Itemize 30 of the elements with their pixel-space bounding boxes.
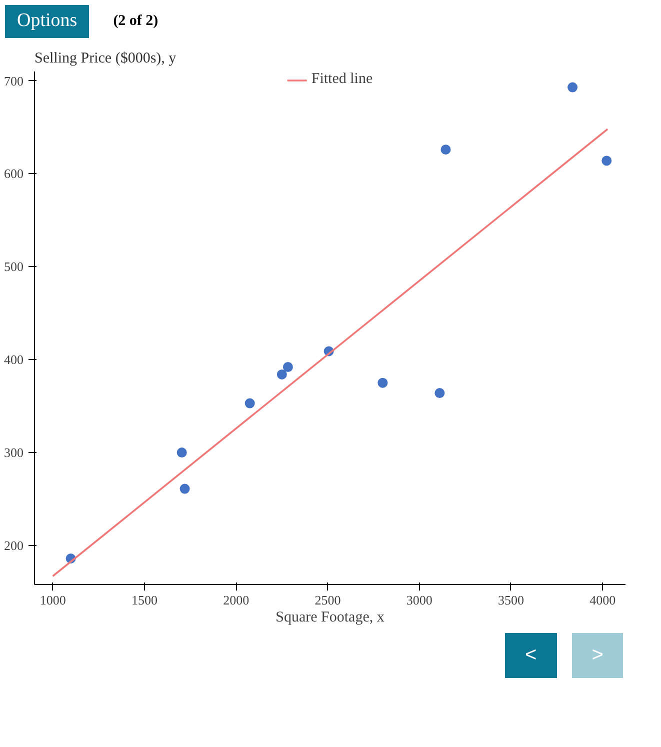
point <box>276 370 287 380</box>
point <box>440 144 451 155</box>
text: < <box>525 643 537 668</box>
point <box>568 82 578 93</box>
point <box>602 156 612 166</box>
text: > <box>592 643 604 668</box>
y-tick-label: 400 <box>4 352 24 368</box>
text: Options <box>17 9 78 33</box>
y-tick-label: 200 <box>4 538 24 554</box>
x-tick-label: 3500 <box>498 592 524 608</box>
x-tick-label: 4000 <box>590 592 616 608</box>
point <box>378 378 388 388</box>
x-tick-label: 2500 <box>314 592 341 608</box>
point <box>180 484 190 494</box>
x-axis-title: Square Footage, x <box>276 610 385 626</box>
y-tick-label: 600 <box>4 166 24 182</box>
point <box>282 362 293 372</box>
point <box>434 388 445 398</box>
x-tick-label: 2000 <box>223 592 250 608</box>
y-tick-label: 500 <box>4 260 24 275</box>
point <box>176 448 187 458</box>
y-tick-label: 300 <box>4 445 24 460</box>
point <box>244 398 255 409</box>
y-tick-label: 700 <box>4 74 24 89</box>
text: (2 of 2) <box>113 12 158 31</box>
x-tick-label: 3000 <box>406 592 432 608</box>
legend-label: Fitted line <box>311 71 373 88</box>
x-tick-label: 1000 <box>40 592 66 608</box>
y-axis-title: Selling Price ($000s), y <box>34 50 177 67</box>
x-tick-label: 1500 <box>131 592 158 608</box>
